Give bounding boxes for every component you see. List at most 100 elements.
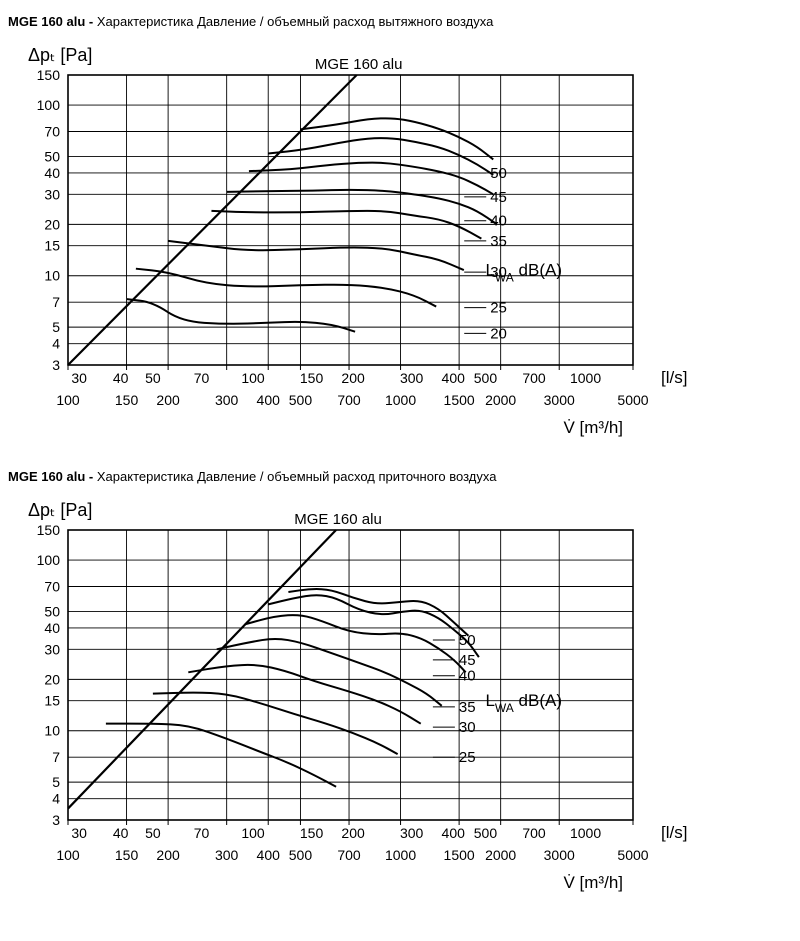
svg-text:4: 4 <box>52 791 60 807</box>
svg-text:20: 20 <box>44 216 60 232</box>
svg-text:300: 300 <box>215 847 239 863</box>
svg-text:400: 400 <box>442 825 466 841</box>
svg-text:150: 150 <box>37 67 61 83</box>
svg-text:3000: 3000 <box>544 847 575 863</box>
svg-text:40: 40 <box>113 825 129 841</box>
svg-text:10: 10 <box>44 268 60 284</box>
svg-text:100: 100 <box>56 392 80 408</box>
svg-text:150: 150 <box>37 522 61 538</box>
svg-text:1000: 1000 <box>385 392 416 408</box>
svg-text:5000: 5000 <box>617 392 648 408</box>
svg-text:40: 40 <box>44 620 60 636</box>
chart1-title: MGE 160 alu - Характеристика Давление / … <box>8 14 792 29</box>
chart2-title: MGE 160 alu - Характеристика Давление / … <box>8 469 792 484</box>
svg-text:700: 700 <box>337 392 361 408</box>
svg-text:200: 200 <box>156 847 180 863</box>
svg-text:2000: 2000 <box>485 847 516 863</box>
svg-text:30: 30 <box>44 641 60 657</box>
svg-text:Δpₜ [Pa]: Δpₜ [Pa] <box>28 500 92 520</box>
svg-text:15: 15 <box>44 693 60 709</box>
chart1-title-bold: MGE 160 alu - <box>8 14 97 29</box>
svg-text:5: 5 <box>52 319 60 335</box>
svg-text:MGE 160 alu: MGE 160 alu <box>294 511 382 528</box>
svg-text:100: 100 <box>241 370 265 386</box>
svg-text:500: 500 <box>474 825 498 841</box>
svg-text:50: 50 <box>44 148 60 164</box>
svg-text:500: 500 <box>289 392 313 408</box>
svg-text:1000: 1000 <box>570 825 601 841</box>
svg-text:100: 100 <box>37 552 61 568</box>
svg-text:700: 700 <box>337 847 361 863</box>
svg-text:2000: 2000 <box>485 392 516 408</box>
svg-text:50: 50 <box>490 165 507 182</box>
svg-text:5: 5 <box>52 774 60 790</box>
svg-text:3: 3 <box>52 357 60 373</box>
svg-text:50: 50 <box>145 825 161 841</box>
chart1-svg: 345710152030405070100150MGE 160 alu20253… <box>8 35 768 455</box>
svg-text:LWA dB(A): LWA dB(A) <box>485 691 562 715</box>
svg-text:4: 4 <box>52 336 60 352</box>
svg-text:7: 7 <box>52 749 60 765</box>
svg-text:20: 20 <box>490 325 507 342</box>
svg-text:200: 200 <box>156 392 180 408</box>
svg-text:3000: 3000 <box>544 392 575 408</box>
svg-text:300: 300 <box>400 370 424 386</box>
svg-text:20: 20 <box>44 671 60 687</box>
svg-text:70: 70 <box>44 578 60 594</box>
svg-text:30: 30 <box>459 719 476 736</box>
svg-text:100: 100 <box>241 825 265 841</box>
svg-text:10: 10 <box>44 723 60 739</box>
svg-text:30: 30 <box>71 825 87 841</box>
svg-text:400: 400 <box>257 847 281 863</box>
chart2-svg: 345710152030405070100150MGE 160 alu25303… <box>8 490 768 910</box>
svg-text:7: 7 <box>52 294 60 310</box>
svg-text:50: 50 <box>44 603 60 619</box>
svg-text:200: 200 <box>341 370 365 386</box>
svg-text:40: 40 <box>113 370 129 386</box>
svg-text:35: 35 <box>490 233 507 250</box>
chart1-title-rest: Характеристика Давление / объемный расхо… <box>97 14 493 29</box>
svg-text:70: 70 <box>194 825 210 841</box>
chart1: 345710152030405070100150MGE 160 alu20253… <box>8 35 768 455</box>
svg-text:50: 50 <box>145 370 161 386</box>
svg-text:150: 150 <box>115 392 139 408</box>
svg-text:200: 200 <box>341 825 365 841</box>
svg-text:100: 100 <box>56 847 80 863</box>
svg-text:1500: 1500 <box>444 392 475 408</box>
svg-text:45: 45 <box>459 652 476 669</box>
svg-text:500: 500 <box>289 847 313 863</box>
svg-text:300: 300 <box>215 392 239 408</box>
svg-text:MGE 160 alu: MGE 160 alu <box>315 56 403 73</box>
svg-text:40: 40 <box>44 165 60 181</box>
svg-text:400: 400 <box>257 392 281 408</box>
svg-text:5000: 5000 <box>617 847 648 863</box>
svg-text:45: 45 <box>490 189 507 206</box>
svg-text:400: 400 <box>442 370 466 386</box>
chart2-title-bold: MGE 160 alu - <box>8 469 97 484</box>
svg-text:100: 100 <box>37 97 61 113</box>
chart2: 345710152030405070100150MGE 160 alu25303… <box>8 490 768 910</box>
svg-text:V̇ [m³/h]: V̇ [m³/h] <box>563 418 623 437</box>
svg-text:[l/s]: [l/s] <box>661 368 687 387</box>
svg-text:40: 40 <box>459 668 476 685</box>
svg-text:1500: 1500 <box>444 847 475 863</box>
svg-text:70: 70 <box>194 370 210 386</box>
svg-text:3: 3 <box>52 812 60 828</box>
svg-text:500: 500 <box>474 370 498 386</box>
svg-text:700: 700 <box>522 370 546 386</box>
svg-text:1000: 1000 <box>385 847 416 863</box>
svg-text:25: 25 <box>490 300 507 317</box>
svg-text:V̇ [m³/h]: V̇ [m³/h] <box>563 873 623 892</box>
svg-text:15: 15 <box>44 238 60 254</box>
chart2-title-rest: Характеристика Давление / объемный расхо… <box>97 469 497 484</box>
svg-text:300: 300 <box>400 825 424 841</box>
svg-text:50: 50 <box>459 632 476 649</box>
svg-text:700: 700 <box>522 825 546 841</box>
svg-text:150: 150 <box>115 847 139 863</box>
svg-text:35: 35 <box>459 699 476 716</box>
svg-text:30: 30 <box>44 186 60 202</box>
svg-text:30: 30 <box>71 370 87 386</box>
svg-text:[l/s]: [l/s] <box>661 823 687 842</box>
svg-text:40: 40 <box>490 213 507 230</box>
svg-text:1000: 1000 <box>570 370 601 386</box>
